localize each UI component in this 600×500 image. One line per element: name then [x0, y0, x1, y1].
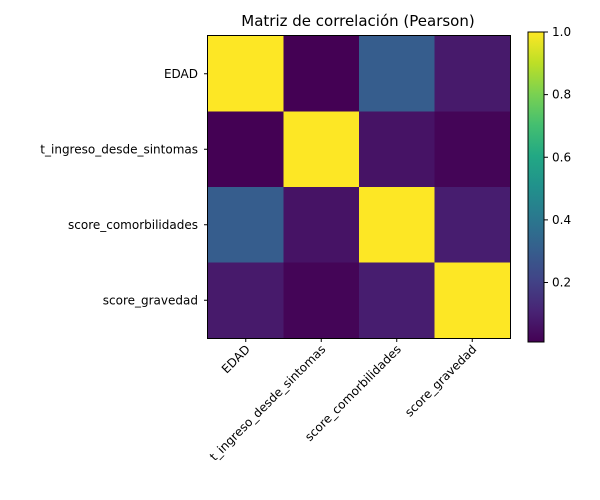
heatmap-cell [208, 262, 285, 339]
heatmap-cell [359, 36, 436, 113]
y-axis-ticks: EDAD t_ingreso_desde_sintomas score_comorb… [40, 67, 208, 307]
colorbar-tick-label: 0.8 [552, 88, 571, 102]
y-tick-label: score_gravedad [103, 293, 198, 307]
heatmap-cell [283, 111, 360, 188]
x-axis-ticks: EDADt_ingreso_desde_sintomasscore_comorb… [207, 338, 479, 464]
colorbar-ticks: 0.2 0.4 0.6 0.8 1.0 [544, 25, 571, 290]
heatmap-cell [434, 262, 511, 339]
colorbar-tick-label: 1.0 [552, 25, 571, 39]
chart-title: Matriz de correlación (Pearson) [241, 12, 474, 30]
heatmap-cell [434, 111, 511, 188]
colorbar [528, 32, 544, 342]
heatmap-cell [434, 187, 511, 264]
heatmap-cell [434, 36, 511, 113]
heatmap-cell [283, 36, 360, 113]
heatmap-cell [359, 262, 436, 339]
heatmap-cell [283, 187, 360, 264]
heatmap-cell [208, 187, 285, 264]
heatmap-cell [283, 262, 360, 339]
heatmap-cell [208, 111, 285, 188]
x-tick-label: score_gravedad [402, 342, 479, 419]
y-tick-label: EDAD [164, 67, 198, 81]
colorbar-tick-label: 0.6 [552, 150, 571, 164]
colorbar-frame [527, 31, 545, 343]
colorbar-tick-label: 0.2 [552, 276, 571, 290]
x-tick-label: EDAD [219, 342, 253, 376]
colorbar-tick-label: 0.4 [552, 213, 571, 227]
heatmap-cell [359, 111, 436, 188]
heatmap-cell [208, 36, 285, 113]
heatmap-cells [208, 36, 511, 339]
heatmap-frame [207, 35, 511, 339]
y-tick-label: score_comorbilidades [68, 218, 198, 232]
y-tick-label: t_ingreso_desde_sintomas [40, 142, 198, 156]
heatmap-cell [359, 187, 436, 264]
